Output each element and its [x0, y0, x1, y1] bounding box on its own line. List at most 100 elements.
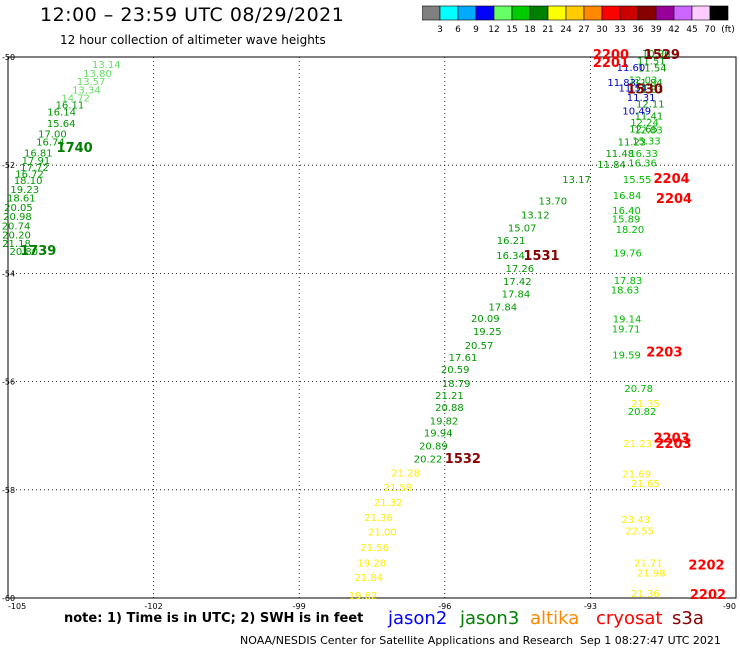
wave-height-label: 16.40: [612, 206, 641, 217]
colorbar-tick-label: 45: [686, 25, 697, 35]
wave-height-label: 12.83: [634, 126, 663, 137]
colorbar-tick-label: 39: [650, 25, 662, 35]
wave-height-label: 17.42: [503, 277, 532, 288]
pass-id-label: 1531: [523, 249, 559, 264]
wave-height-label: 20.05: [4, 203, 33, 214]
wave-height-label: 13.17: [562, 175, 591, 186]
wave-height-label: 21.71: [634, 558, 663, 569]
wave-height-label: 19.14: [613, 314, 642, 325]
colorbar-tick-label: 33: [614, 25, 625, 35]
colorbar-unit: (ft): [721, 25, 735, 35]
wave-height-label: 11.84: [634, 78, 663, 89]
wave-height-label: 21.23: [623, 439, 652, 450]
colorbar-swatch: [709, 5, 729, 21]
wave-height-label: 17.84: [488, 302, 517, 313]
wave-height-label: 19.71: [612, 325, 641, 336]
x-tick-label: -93: [584, 602, 597, 611]
wave-height-label: 20.89: [419, 442, 448, 453]
wave-height-label: 14.72: [61, 94, 90, 105]
wave-height-label: 21.18: [2, 239, 31, 250]
wave-height-label: 11.51: [637, 56, 666, 67]
colorbar-tick-label: 6: [455, 25, 461, 35]
y-tick-label: -52: [2, 161, 15, 170]
wave-height-label: 17.61: [449, 353, 478, 364]
pass-id-label: 2202: [690, 588, 726, 603]
wave-height-label: 10.49: [622, 107, 651, 118]
footer-note: note: 1) Time is in UTC; 2) SWH is in fe…: [64, 611, 364, 626]
wave-height-label: 21.28: [391, 469, 420, 480]
pass-id-label: 1739: [20, 244, 56, 259]
wave-height-label: 19.28: [357, 558, 386, 569]
wave-height-label: 11.60: [617, 63, 646, 74]
y-tick-label: -50: [2, 53, 15, 62]
wave-height-label: 11.54: [638, 63, 667, 74]
pass-id-label: 2203: [655, 437, 691, 452]
wave-height-label: 21.98: [637, 569, 666, 580]
wave-height-label: 11.48: [605, 149, 634, 160]
wave-height-label: 16.72: [15, 169, 44, 180]
page-subtitle: 12 hour collection of altimeter wave hei…: [60, 33, 326, 47]
wave-height-label: 17.83: [614, 276, 643, 287]
wave-height-label: 20.98: [3, 212, 32, 223]
wave-height-label: 17.00: [38, 129, 67, 140]
wave-height-label: 21.00: [368, 528, 397, 539]
wave-height-label: 22.55: [625, 526, 654, 537]
colorbar-tick-label: 36: [632, 25, 644, 35]
wave-height-label: 19.94: [424, 429, 453, 440]
wave-height-label: 21.56: [360, 543, 389, 554]
plot-frame: [7, 56, 737, 599]
wave-height-label: 21.65: [631, 479, 660, 490]
wave-height-label: 23.43: [621, 515, 650, 526]
colorbar-tick-label: 21: [542, 25, 553, 35]
colorbar-tick-label: 70: [704, 25, 716, 35]
wave-height-label: 19.76: [613, 248, 642, 259]
pass-id-label: 1530: [627, 83, 663, 98]
colorbar-tick-label: 30: [596, 25, 608, 35]
wave-height-label: 16.81: [24, 148, 53, 159]
x-tick-label: -90: [723, 602, 736, 611]
colorbar-tick-label: 12: [488, 25, 499, 35]
x-tick-label: -99: [293, 602, 306, 611]
wave-height-label: 12.11: [636, 100, 665, 111]
wave-height-label: 13.14: [92, 60, 121, 71]
wave-height-label: 21.58: [384, 483, 413, 494]
wave-height-label: 19.23: [10, 185, 39, 196]
wave-height-label: 16.11: [56, 101, 85, 112]
wave-height-label: 16.74: [36, 137, 65, 148]
legend-cryosat: cryosat: [596, 608, 663, 629]
wave-height-label: 19.82: [430, 417, 459, 428]
wave-height-label: 13.34: [72, 86, 101, 97]
wave-height-label: 21.35: [631, 399, 660, 410]
pass-id-label: 2204: [656, 192, 692, 207]
credit-line: NOAA/NESDIS Center for Satellite Applica…: [240, 634, 574, 647]
wave-height-label: 15.07: [508, 223, 537, 234]
legend-s3a: s3a: [672, 608, 704, 629]
wave-height-label: 15.33: [632, 136, 661, 147]
legend-altika: altika: [530, 608, 580, 629]
pass-id-label: 1532: [445, 452, 481, 467]
pass-id-label: 2203: [653, 431, 689, 446]
pass-id-label: 1740: [57, 141, 93, 156]
colorbar-tick-label: 27: [578, 25, 589, 35]
wave-height-label: 21.69: [622, 470, 651, 481]
wave-height-label: 11.23: [618, 137, 647, 148]
wave-height-label: 20.78: [624, 384, 653, 395]
wave-height-label: 18.61: [7, 194, 36, 205]
wave-height-label: 12.03: [629, 75, 658, 86]
colorbar-tick-label: 24: [560, 25, 572, 35]
wave-height-label: 17.91: [22, 156, 51, 167]
wave-height-label: 15.64: [47, 119, 76, 130]
wave-height-label: 18.10: [14, 176, 43, 187]
legend-jason2: jason2: [388, 608, 448, 629]
wave-height-label: 18.63: [611, 286, 640, 297]
x-tick-label: -102: [145, 602, 163, 611]
wave-height-label: 15.89: [612, 214, 641, 225]
wave-height-label: 16.14: [47, 108, 76, 119]
page-title: 12:00 – 23:59 UTC 08/29/2021: [40, 4, 345, 26]
pass-id-label: 2200: [593, 48, 629, 63]
colorbar-tick-label: 9: [473, 25, 479, 35]
colorbar-tick-label: 15: [506, 25, 517, 35]
colorbar-legend: 3 6 9 12 15 18 21 24 27 30 33 36 39 42 45 70 (ft): [422, 5, 735, 35]
colorbar-tick-label: 18: [524, 25, 536, 35]
